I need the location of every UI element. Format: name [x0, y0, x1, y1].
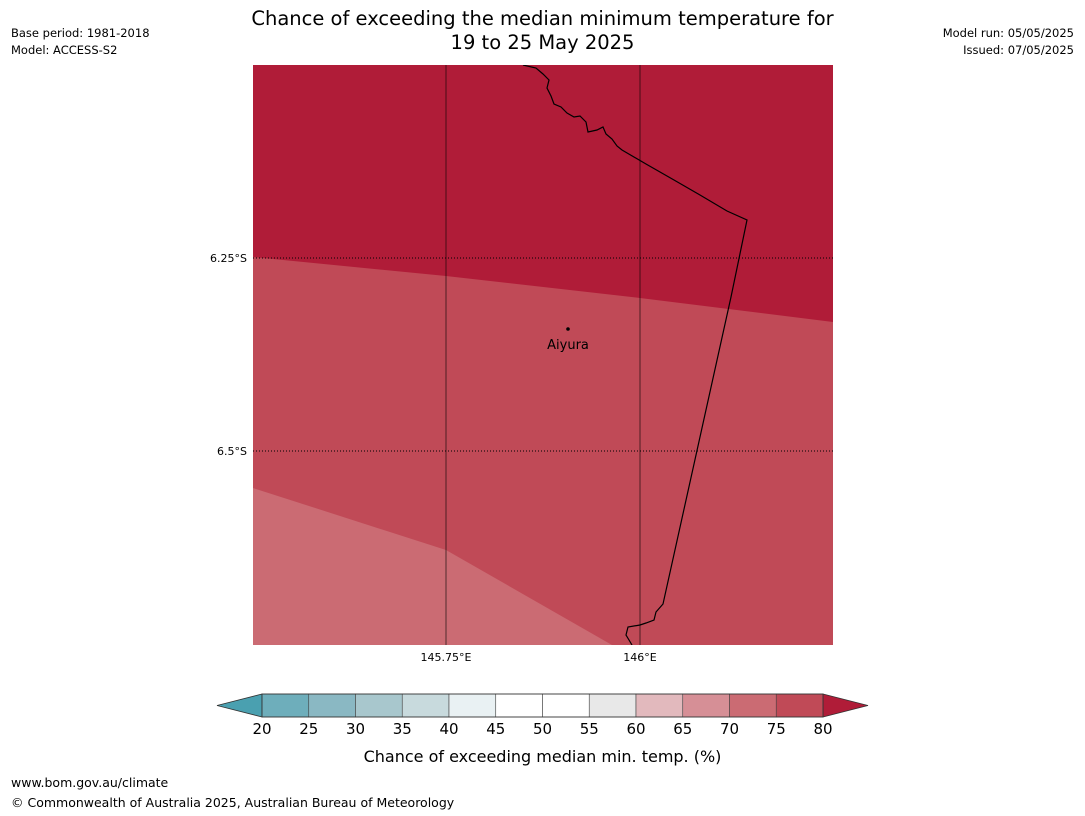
model-run-text: Model run: 05/05/2025	[942, 26, 1074, 40]
colorbar-tick-label: 30	[346, 720, 365, 738]
model-text: Model: ACCESS-S2	[11, 43, 118, 57]
colorbar-tick-label: 70	[720, 720, 739, 738]
colorbar: 20 25 30 35 40 45 50 55 60 65 70 75 80 Chance of exc…	[216, 693, 869, 766]
colorbar-under-arrow	[216, 693, 263, 718]
meta-right: Model run: 05/05/2025 Issued: 07/05/2025	[943, 25, 1074, 59]
colorbar-cell	[729, 693, 777, 718]
colorbar-tick-label: 55	[580, 720, 599, 738]
title-line-1: Chance of exceeding the median minimum t…	[251, 7, 834, 30]
meta-left: Base period: 1981-2018 Model: ACCESS-S2	[11, 25, 150, 59]
colorbar-cell	[542, 693, 590, 718]
map-title: Chance of exceeding the median minimum t…	[0, 7, 1085, 55]
colorbar-cell	[495, 693, 543, 718]
map-area	[253, 65, 833, 645]
place-label: Aiyura	[547, 338, 589, 353]
colorbar-tick-label: 40	[439, 720, 458, 738]
colorbar-tick-label: 20	[252, 720, 271, 738]
lon-label-145-75: 145.75°E	[421, 651, 472, 664]
lat-label-6-25: 6.25°S	[210, 252, 247, 265]
border-line	[522, 65, 748, 645]
colorbar-cell	[775, 693, 824, 718]
base-period-text: Base period: 1981-2018	[11, 26, 150, 40]
colorbar-cell	[635, 693, 684, 718]
colorbar-tick-label: 35	[393, 720, 412, 738]
lon-label-146: 146°E	[623, 651, 656, 664]
colorbar-tick-label: 45	[486, 720, 505, 738]
colorbar-cell	[261, 693, 310, 718]
footer-url[interactable]: www.bom.gov.au/climate	[11, 775, 169, 790]
colorbar-over-arrow	[822, 693, 869, 718]
title-line-2: 19 to 25 May 2025	[450, 31, 635, 54]
colorbar-cell	[588, 693, 637, 718]
lat-label-6-5: 6.5°S	[217, 445, 247, 458]
colorbar-tick-label: 60	[626, 720, 645, 738]
colorbar-cell	[355, 693, 403, 718]
colorbar-tick-label: 75	[767, 720, 786, 738]
footer-copyright: © Commonwealth of Australia 2025, Austra…	[11, 795, 455, 810]
colorbar-frame	[261, 693, 824, 718]
colorbar-tick-label: 80	[813, 720, 832, 738]
colorbar-tick-label: 25	[299, 720, 318, 738]
region-70-75	[253, 488, 612, 645]
colorbar-cell	[401, 693, 450, 718]
colorbar-tick-label: 65	[673, 720, 692, 738]
colorbar-cell	[308, 693, 356, 718]
place-marker	[566, 327, 570, 331]
colorbar-cell	[448, 693, 497, 718]
issued-text: Issued: 07/05/2025	[963, 43, 1074, 57]
colorbar-tick-label: 50	[533, 720, 552, 738]
colorbar-label: Chance of exceeding median min. temp. (%…	[364, 747, 722, 766]
colorbar-cell	[682, 693, 730, 718]
